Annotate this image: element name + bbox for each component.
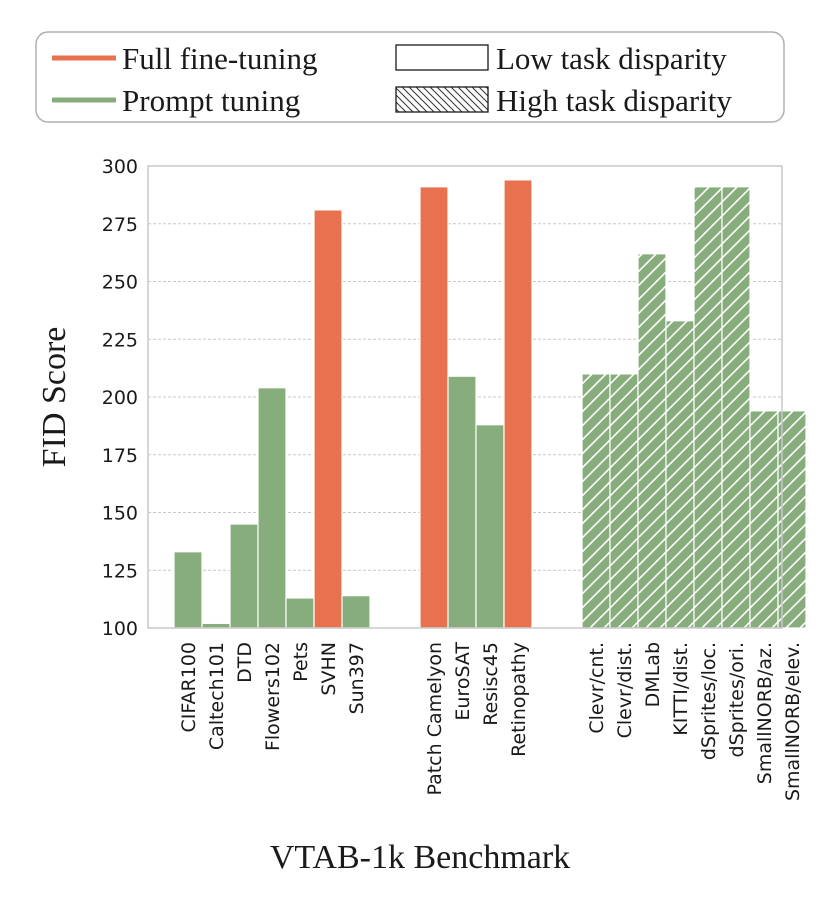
bar bbox=[503, 179, 533, 629]
y-tick-label: 300 bbox=[102, 156, 138, 178]
y-tick-label: 175 bbox=[102, 445, 138, 467]
x-tick-label: Retinopathy bbox=[508, 642, 530, 757]
bar bbox=[637, 253, 667, 629]
legend-low-label: Low task disparity bbox=[496, 41, 727, 76]
x-tick-label: Clevr/cnt. bbox=[586, 642, 608, 734]
y-tick-label: 100 bbox=[102, 618, 138, 640]
x-tick-label: Clevr/dist. bbox=[614, 642, 636, 738]
y-tick-label: 250 bbox=[102, 272, 138, 294]
bar bbox=[419, 186, 449, 629]
x-tick-label: SVHN bbox=[318, 642, 340, 696]
bar bbox=[609, 373, 639, 629]
y-axis-label: FID Score bbox=[36, 327, 73, 468]
legend-prompt-label: Prompt tuning bbox=[122, 83, 300, 118]
bar bbox=[721, 186, 751, 629]
bar bbox=[285, 597, 315, 629]
bar bbox=[749, 410, 779, 629]
x-tick-label: Caltech101 bbox=[206, 642, 228, 750]
x-tick-label: DTD bbox=[234, 642, 256, 683]
x-tick-label: SmallNORB/az. bbox=[754, 642, 776, 784]
bar bbox=[447, 375, 477, 629]
plot-frame bbox=[147, 165, 783, 629]
y-tick-label: 200 bbox=[102, 387, 138, 409]
x-tick-labels: CIFAR100 Caltech101 DTD Flowers102 Pets SVHN S… bbox=[178, 642, 804, 801]
bar bbox=[665, 320, 695, 629]
legend-high-label: High task disparity bbox=[496, 83, 732, 118]
x-tick-label: CIFAR100 bbox=[178, 642, 200, 733]
x-tick-label: Resisc45 bbox=[480, 642, 502, 726]
bar bbox=[257, 387, 287, 629]
legend: Full fine-tuning Prompt tuning Low task … bbox=[35, 31, 785, 123]
x-tick-label: SmallNORB/elev. bbox=[782, 642, 804, 801]
y-tick-label: 225 bbox=[102, 329, 138, 351]
x-tick-label: dSprites/ori. bbox=[726, 642, 748, 757]
x-tick-label: dSprites/loc. bbox=[698, 642, 720, 760]
legend-full-label: Full fine-tuning bbox=[122, 41, 317, 76]
x-tick-label: Pets bbox=[290, 642, 312, 682]
x-tick-label: DMLab bbox=[642, 642, 664, 707]
x-tick-label: EuroSAT bbox=[452, 642, 474, 721]
y-tick-label: 275 bbox=[102, 214, 138, 236]
x-tick-label: KITTI/dist. bbox=[670, 642, 692, 736]
x-tick-label: Patch Camelyon bbox=[424, 642, 446, 796]
y-tick-labels: 100 125 150 175 200 225 250 275 300 bbox=[102, 156, 138, 640]
bar bbox=[341, 595, 371, 629]
bar bbox=[173, 551, 203, 629]
bar bbox=[313, 209, 343, 629]
y-tick-label: 150 bbox=[102, 503, 138, 525]
bar bbox=[693, 186, 723, 629]
legend-frame bbox=[35, 31, 785, 123]
x-axis-label: VTAB-1k Benchmark bbox=[270, 839, 570, 876]
legend-high-swatch bbox=[395, 86, 489, 113]
y-tick-label: 125 bbox=[102, 560, 138, 582]
bars bbox=[173, 179, 807, 629]
x-tick-label: Sun397 bbox=[346, 642, 368, 714]
bar bbox=[475, 424, 505, 629]
legend-low-swatch bbox=[395, 44, 489, 71]
x-tick-label: Flowers102 bbox=[262, 642, 284, 751]
bar bbox=[581, 373, 611, 629]
bar bbox=[229, 523, 259, 629]
